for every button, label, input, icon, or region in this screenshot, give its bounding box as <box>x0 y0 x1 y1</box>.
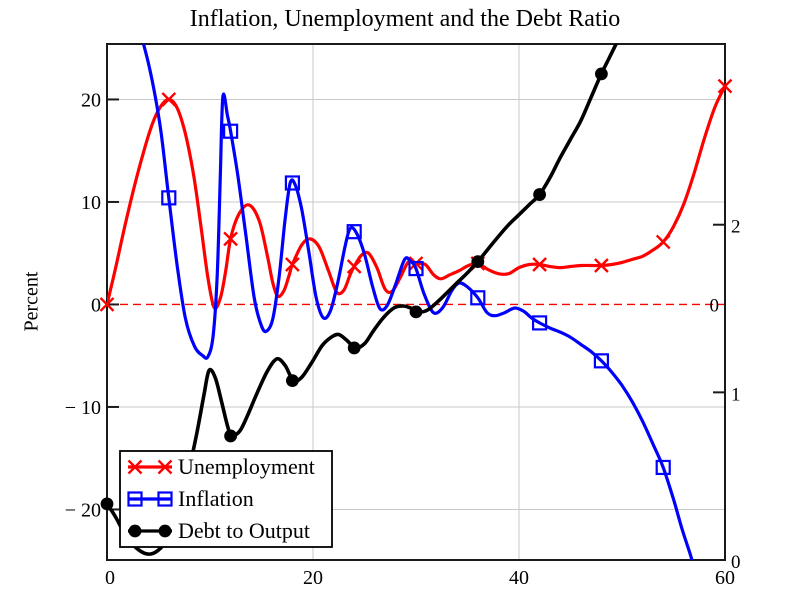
series-unemployment-markers <box>99 78 733 312</box>
unemployment-marker <box>99 297 115 312</box>
legend-sample-marker <box>157 459 173 475</box>
debt-to-output-marker <box>533 188 546 201</box>
left-axis-tick-label: 20 <box>81 89 101 111</box>
unemployment-marker <box>346 259 362 274</box>
unemployment-marker <box>655 234 671 250</box>
inflation-marker <box>346 224 362 240</box>
inflation-marker <box>531 315 548 331</box>
legend-sample-marker <box>127 459 143 475</box>
debt-to-output-marker <box>286 374 299 388</box>
unemployment-marker <box>285 257 300 272</box>
debt-to-output-marker <box>224 429 238 443</box>
chart-title: Inflation, Unemployment and the Debt Rat… <box>189 6 621 32</box>
series-inflation-markers <box>161 123 671 476</box>
legend-label: Inflation <box>178 486 254 511</box>
series-inflation-line <box>142 44 694 560</box>
unemployment-marker <box>532 257 547 272</box>
debt-to-output-marker <box>471 255 485 268</box>
x-axis-tick-label: 60 <box>715 567 735 589</box>
unemployment-marker <box>594 258 609 273</box>
x-axis-tick-label: 0 <box>105 567 115 589</box>
legend-sample-marker <box>157 491 173 507</box>
unemployment-marker <box>408 256 424 271</box>
debt-to-output-marker <box>347 341 361 355</box>
debt-to-output-marker <box>409 305 423 319</box>
inflation-marker <box>470 290 486 306</box>
x-axis-tick-label: 20 <box>303 567 323 589</box>
debt-to-output-marker <box>100 497 114 511</box>
inflation-marker <box>161 190 177 206</box>
legend-sample-marker <box>127 491 143 507</box>
legend-sample-marker <box>128 524 142 538</box>
legend-sample-marker <box>158 524 172 538</box>
x-axis-tick-label: 40 <box>509 567 529 589</box>
debt-to-output-marker <box>595 67 608 81</box>
right-axis-tick-label: 1 <box>731 384 741 405</box>
left-axis-tick-label: 0 <box>91 294 101 316</box>
inflation-marker <box>655 459 671 476</box>
left-axis-tick-label: − 20 <box>65 499 101 521</box>
unemployment-marker <box>161 92 177 107</box>
zero-marker-label: 0 <box>710 295 720 316</box>
right-axis-tick-label: 2 <box>731 217 741 238</box>
inflation-marker <box>223 123 239 139</box>
inflation-marker <box>408 260 424 277</box>
left-axis-tick-label: − 10 <box>65 397 101 419</box>
inflation-marker <box>593 353 610 369</box>
legend-label: Debt to Output <box>178 518 310 543</box>
legend-label: Unemployment <box>178 454 315 479</box>
legend <box>119 450 333 548</box>
unemployment-marker <box>717 78 733 94</box>
series-debt-to-output-markers <box>100 67 608 545</box>
right-axis-tick-label: 0 <box>731 552 741 573</box>
left-axis-tick-label: 10 <box>81 192 101 214</box>
unemployment-marker <box>223 231 238 247</box>
inflation-marker <box>284 175 300 191</box>
